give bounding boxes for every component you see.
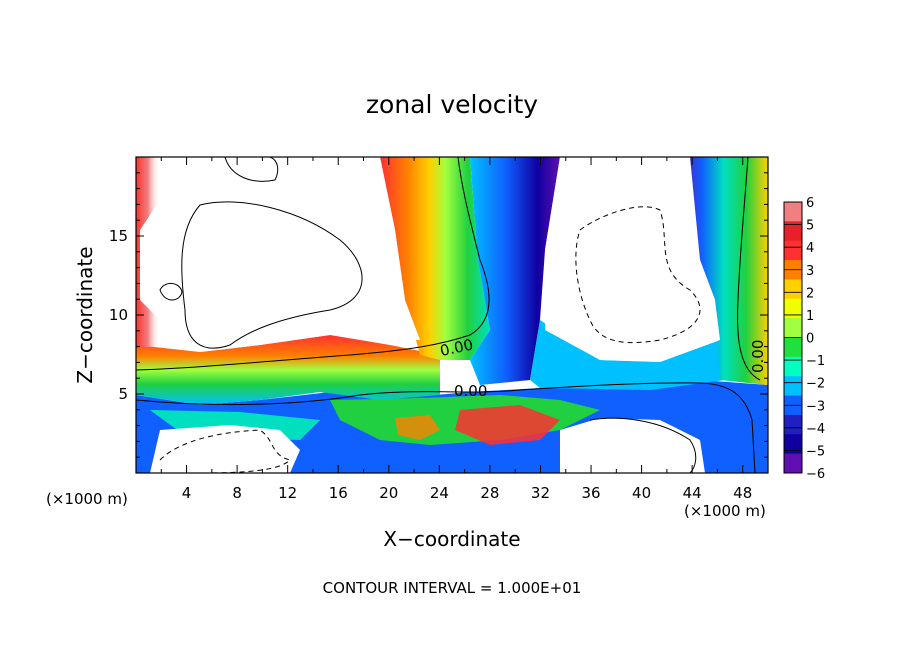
contour-label-2: 0.00 bbox=[454, 382, 487, 400]
x-tick-label: 40 bbox=[632, 484, 651, 502]
colorbar-label: 3 bbox=[806, 264, 814, 279]
x-tick-label: 48 bbox=[733, 484, 752, 502]
colorbar-swatch bbox=[784, 356, 802, 377]
lower-hot-patch bbox=[455, 405, 560, 445]
contour-interval-note: CONTOUR INTERVAL = 1.000E+01 bbox=[323, 579, 582, 597]
left-small-loop bbox=[159, 283, 183, 301]
x-tick-label: 4 bbox=[182, 484, 192, 502]
zero-contour-middle bbox=[136, 382, 756, 473]
colorbar-label: −5 bbox=[806, 444, 825, 459]
colorbar-swatch bbox=[784, 221, 802, 242]
colorbar-swatch bbox=[784, 202, 802, 222]
y-axis-ticks: 5 10 15 bbox=[109, 172, 768, 458]
x-tick-label: 16 bbox=[329, 484, 348, 502]
x-unit-right: (×1000 m) bbox=[684, 502, 766, 520]
zero-contour-upper bbox=[136, 157, 490, 371]
colorbar-label: −3 bbox=[806, 399, 825, 414]
x-tick-label: 8 bbox=[232, 484, 242, 502]
colorbar-label: 6 bbox=[806, 196, 814, 211]
colorbar-swatch bbox=[784, 453, 802, 474]
right-edge-column bbox=[680, 157, 768, 385]
x-tick-label: 12 bbox=[278, 484, 297, 502]
colorbar-label: −6 bbox=[806, 467, 825, 482]
colorbar-swatch bbox=[784, 240, 802, 261]
lower-hot-patch-2 bbox=[395, 415, 440, 440]
colorbar-swatch bbox=[784, 414, 802, 435]
x-tick-label: 32 bbox=[531, 484, 550, 502]
x-tick-label: 24 bbox=[430, 484, 449, 502]
colorbar-label: 0 bbox=[806, 332, 814, 347]
y-tick-label: 5 bbox=[118, 385, 128, 403]
colorbar-swatch bbox=[784, 318, 802, 338]
colorbar-label: −1 bbox=[806, 354, 825, 369]
colorbar-label: −4 bbox=[806, 422, 825, 437]
lower-left-dashed-contour bbox=[159, 429, 291, 473]
colorbar-label: 2 bbox=[806, 286, 814, 301]
colorbar-label: −2 bbox=[806, 377, 825, 392]
x-axis-label: X−coordinate bbox=[383, 527, 520, 551]
colorbar-swatch bbox=[784, 376, 802, 397]
x-tick-label: 36 bbox=[581, 484, 600, 502]
zero-contour-right bbox=[737, 157, 761, 381]
velocity-field: 0.00 0.00 0.00 bbox=[136, 157, 768, 473]
upper-left-white bbox=[140, 157, 420, 352]
contour-label-3: 0.00 bbox=[749, 340, 767, 373]
y-tick-label: 15 bbox=[109, 227, 128, 245]
lower-white-right bbox=[560, 418, 705, 473]
upper-right-white bbox=[545, 157, 720, 362]
upper-left-closed-contour bbox=[181, 201, 363, 349]
lower-white-left bbox=[150, 425, 300, 473]
colorbar-swatch bbox=[784, 298, 802, 319]
warm-band bbox=[136, 335, 440, 405]
x-unit-left: (×1000 m) bbox=[46, 490, 128, 508]
colorbar-swatch bbox=[784, 337, 802, 358]
colorbar-swatch bbox=[784, 434, 802, 455]
y-tick-label: 10 bbox=[109, 306, 128, 324]
x-tick-label: 44 bbox=[683, 484, 702, 502]
chart-title: zonal velocity bbox=[366, 90, 538, 119]
colorbar-label: 5 bbox=[806, 219, 814, 234]
y-axis-label: Z−coordinate bbox=[73, 246, 97, 383]
lower-right-contour bbox=[589, 417, 697, 473]
central-jet-cold bbox=[470, 157, 560, 385]
top-left-small-contour bbox=[224, 157, 279, 182]
x-tick-label: 20 bbox=[379, 484, 398, 502]
central-jet-warm bbox=[380, 157, 490, 360]
colorbar-swatch bbox=[784, 279, 802, 300]
upper-right-dashed-contour bbox=[575, 206, 701, 344]
colorbar: 6 5 4 3 2 1 0 −1 −2 −3 −4 −5 −6 bbox=[783, 196, 825, 482]
colorbar-label: 4 bbox=[806, 241, 814, 256]
x-tick-label: 28 bbox=[480, 484, 499, 502]
x-axis-ticks: 4 8 12 16 20 24 28 32 36 40 44 48 bbox=[160, 157, 752, 502]
colorbar-label: 1 bbox=[806, 309, 814, 324]
right-transition bbox=[530, 320, 725, 390]
